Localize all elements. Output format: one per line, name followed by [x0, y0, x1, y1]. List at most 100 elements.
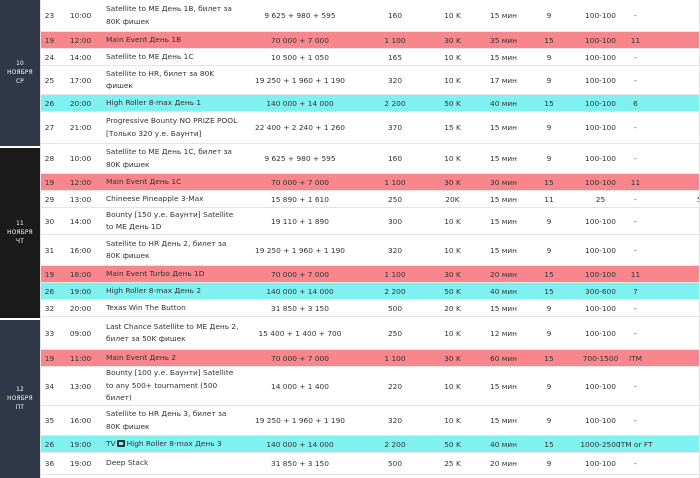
tournament-number: 32: [44, 303, 55, 313]
buy-in: 19 250 + 1 960 + 1 190: [255, 75, 345, 85]
blind-limits: 100-100: [585, 269, 616, 279]
last-column: -: [680, 208, 700, 234]
start-time: 19:00: [69, 286, 92, 296]
table-row: 24 14:00 Satellite to ME День 1C 10 500 + 1…: [40, 49, 700, 66]
start-time: 10:00: [69, 11, 92, 20]
guarantee: 370: [387, 123, 403, 132]
blind-limits: 100-100: [585, 123, 616, 132]
buy-in: 19 250 + 1 960 + 1 190: [255, 416, 345, 425]
tournament-name: Main Event День 2: [106, 352, 177, 362]
late-registration: 9: [546, 11, 552, 20]
tournament-name: Bounty [150 у.е. Баунти] Satellite to ME…: [106, 209, 234, 232]
tournament-name: Main Event Turbo День 1D: [106, 268, 205, 278]
start-time: 20:00: [69, 303, 92, 313]
tournament-number: 19: [44, 35, 55, 45]
day-separator: [0, 318, 40, 320]
last-column: -: [680, 112, 700, 143]
day-label-11: 11 НОЯБРЯ ЧТ: [0, 148, 40, 318]
starting-stack: 30 K: [444, 269, 461, 279]
tournament-name: Last Chance Satellite to ME День 2, биле…: [106, 321, 239, 344]
start-time: 12:00: [69, 35, 92, 45]
day-month: НОЯБРЯ: [7, 395, 33, 402]
level-duration: 15 мин: [490, 216, 517, 226]
tournament-number: 33: [44, 328, 55, 338]
level-duration: 40 мин: [490, 439, 517, 449]
tournament-name: Bounty [100 у.е. Баунти] Satellite to an…: [106, 368, 234, 403]
guarantee: 1 100: [384, 353, 406, 363]
starting-stack: 20 K: [444, 303, 461, 313]
buy-in: 31 850 + 3 150: [271, 459, 329, 468]
last-column: -: [680, 235, 700, 265]
table-row: 29 13:00 Chineese Pineapple 3-Max 15 890 + …: [40, 191, 700, 208]
level-duration: 15 мин: [490, 416, 517, 425]
level-duration: 15 мин: [490, 381, 517, 391]
buy-in: 9 625 + 980 + 595: [264, 11, 336, 20]
starting-stack: 20K: [445, 194, 460, 204]
tournament-name: Satellite to HR День 3, билет за 80K фиш…: [106, 409, 227, 431]
late-registration: 15: [544, 286, 554, 296]
tournament-name: High Roller 8-max День 2: [106, 285, 202, 295]
level-duration: 15 мин: [490, 245, 517, 255]
tournament-number: 31: [44, 245, 55, 255]
tournament-name: Deep Stack: [106, 458, 149, 468]
late-registration: 9: [546, 216, 552, 226]
late-registration: 9: [546, 303, 552, 313]
prize-places: 11: [630, 35, 641, 45]
buy-in: 15 890 + 1 610: [271, 194, 329, 204]
late-registration: 15: [544, 269, 554, 279]
tournament-name-text: High Roller 8-max День 3: [126, 438, 222, 448]
prize-places: -: [634, 459, 637, 468]
table-row: 32 20:00 Texas Win The Button 31 850 + 3 15…: [40, 300, 700, 317]
last-column: 5K - 25: [680, 191, 700, 207]
table-row: 19 11:00 Main Event День 2 70 000 + 7 000 1 …: [40, 350, 700, 367]
starting-stack: 10 K: [444, 416, 461, 425]
late-registration: 15: [544, 35, 554, 45]
guarantee: 500: [387, 459, 403, 468]
guarantee: 2 200: [384, 98, 406, 108]
guarantee: 250: [387, 194, 403, 204]
blind-limits: 100-100: [585, 177, 616, 187]
day-number: 12: [16, 386, 24, 393]
guarantee: 320: [387, 245, 403, 255]
tournament-name: High Roller 8-max День 1: [106, 97, 202, 107]
start-time: 09:00: [69, 328, 92, 338]
buy-in: 70 000 + 7 000: [271, 353, 329, 363]
blind-limits: 100-100: [585, 52, 616, 62]
blind-limits: 100-100: [585, 416, 616, 425]
day-weekday: СР: [16, 78, 24, 85]
start-time: 14:00: [69, 216, 92, 226]
last-column: -: [680, 453, 700, 474]
starting-stack: 10 K: [444, 328, 461, 338]
tournament-name: Progressive Bounty NO PRIZE POOL [Только…: [106, 116, 238, 138]
buy-in: 10 500 + 1 050: [271, 52, 329, 62]
blind-limits: 100-100: [585, 154, 616, 163]
prize-places: 11: [630, 269, 641, 279]
table-row: 19 12:00 Main Event День 1C 70 000 + 7 000 1…: [40, 174, 700, 191]
start-time: 12:00: [69, 177, 92, 187]
tournament-number: 19: [44, 177, 55, 187]
tournament-name: Chineese Pineapple 3-Max: [106, 193, 204, 203]
late-registration: 9: [546, 245, 552, 255]
starting-stack: 10 K: [444, 75, 461, 85]
late-registration: 9: [546, 154, 552, 163]
day-weekday: ЧТ: [16, 238, 24, 245]
blind-limits: 100-100: [585, 75, 616, 85]
table-row: 19 12:00 Main Event День 1B 70 000 + 7 000 1…: [40, 32, 700, 49]
start-time: 19:00: [69, 459, 92, 468]
start-time: 13:00: [69, 381, 92, 391]
level-duration: 20 мин: [490, 459, 517, 468]
prize-places: -: [634, 194, 637, 204]
prize-places: 6: [633, 98, 638, 108]
buy-in: 140 000 + 14 000: [266, 98, 334, 108]
starting-stack: 10 K: [444, 52, 461, 62]
start-time: 14:00: [69, 52, 92, 62]
buy-in: 31 850 + 3 150: [271, 303, 329, 313]
tournament-number: 36: [44, 459, 55, 468]
buy-in: 19 250 + 1 960 + 1 190: [255, 245, 345, 255]
tournament-number: 30: [44, 216, 55, 226]
late-registration: 9: [546, 52, 552, 62]
level-duration: 15 мин: [490, 123, 517, 132]
last-column: -: [680, 174, 700, 190]
starting-stack: 10 K: [444, 11, 461, 20]
blind-limits: 100-100: [585, 459, 616, 468]
